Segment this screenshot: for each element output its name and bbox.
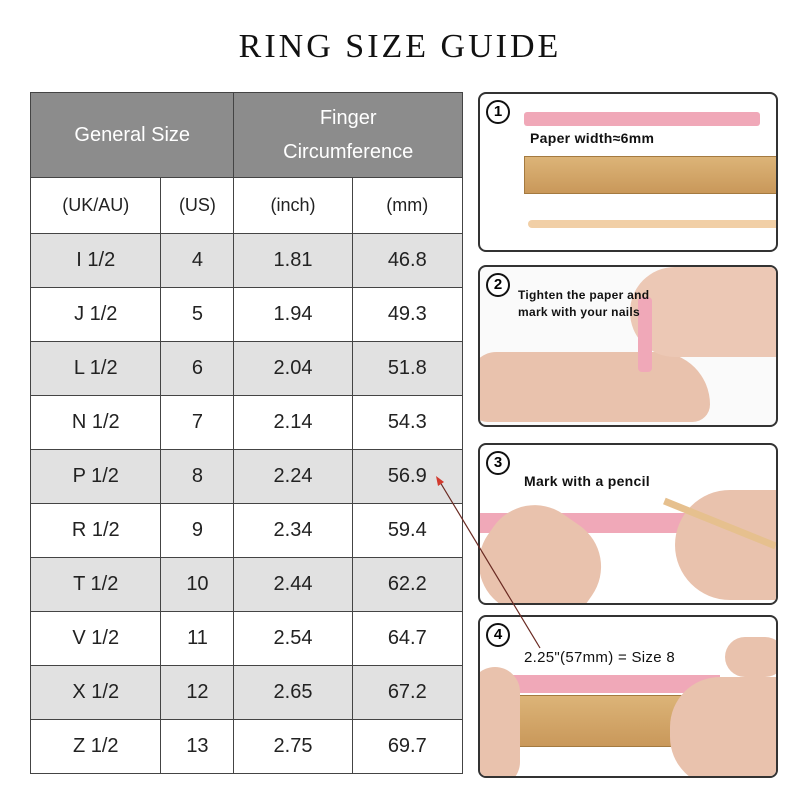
hand-image xyxy=(480,667,520,776)
table-row: P 1/2 8 2.24 56.9 xyxy=(29,449,464,504)
inch-cell: 2.65 xyxy=(233,665,353,720)
inch-cell: 1.81 xyxy=(233,233,353,288)
step-2-panel: 2 Tighten the paper and mark with your na… xyxy=(478,265,778,427)
header-general-size: General Size xyxy=(29,92,235,178)
step-4-panel: 4 2.25"(57mm) = Size 8 xyxy=(478,615,778,778)
ruler-image xyxy=(524,156,776,194)
us-size-cell: 12 xyxy=(160,665,235,720)
table-row: Z 1/2 13 2.75 69.7 xyxy=(29,719,464,774)
us-size-cell: 6 xyxy=(160,341,235,396)
paper-strip xyxy=(510,675,720,693)
mm-cell: 56.9 xyxy=(351,449,464,504)
table-row: J 1/2 5 1.94 49.3 xyxy=(29,287,464,342)
inch-cell: 2.34 xyxy=(233,503,353,558)
uk-size-cell: Z 1/2 xyxy=(29,719,162,774)
step-text: Tighten the paper and mark with your nail… xyxy=(518,288,650,319)
mm-cell: 69.7 xyxy=(351,719,464,774)
table-row: L 1/2 6 2.04 51.8 xyxy=(29,341,464,396)
step-1-panel: 1 Paper width≈6mm xyxy=(478,92,778,252)
hand-image xyxy=(670,677,776,776)
inch-cell: 2.54 xyxy=(233,611,353,666)
us-size-cell: 4 xyxy=(160,233,235,288)
us-size-cell: 10 xyxy=(160,557,235,612)
uk-size-cell: R 1/2 xyxy=(29,503,162,558)
header-finger-circumference: Finger Circumference xyxy=(233,92,463,178)
mm-cell: 62.2 xyxy=(351,557,464,612)
arrow-head-icon xyxy=(436,476,444,486)
step-number: 4 xyxy=(486,623,510,647)
size-table: General Size Finger Circumference (UK/AU)… xyxy=(29,92,464,774)
us-size-cell: 13 xyxy=(160,719,235,774)
mm-cell: 64.7 xyxy=(351,611,464,666)
page-title: RING SIZE GUIDE xyxy=(238,28,562,65)
step-text: 2.25"(57mm) = Size 8 xyxy=(524,649,675,666)
pencil-image xyxy=(528,220,776,228)
step-number: 3 xyxy=(486,451,510,475)
hand-image xyxy=(480,352,710,422)
uk-size-cell: V 1/2 xyxy=(29,611,162,666)
inch-cell: 2.24 xyxy=(233,449,353,504)
table-row: X 1/2 12 2.65 67.2 xyxy=(29,665,464,720)
inch-cell: 1.94 xyxy=(233,287,353,342)
step-3-panel: 3 Mark with a pencil xyxy=(478,443,778,605)
inch-cell: 2.75 xyxy=(233,719,353,774)
mm-cell: 51.8 xyxy=(351,341,464,396)
table-row: I 1/2 4 1.81 46.8 xyxy=(29,233,464,288)
subheader-mm: (mm) xyxy=(351,177,464,234)
paper-strip xyxy=(638,297,652,372)
paper-strip xyxy=(524,112,760,126)
uk-size-cell: X 1/2 xyxy=(29,665,162,720)
uk-size-cell: J 1/2 xyxy=(29,287,162,342)
uk-size-cell: I 1/2 xyxy=(29,233,162,288)
step-text: Paper width≈6mm xyxy=(530,130,655,146)
uk-size-cell: T 1/2 xyxy=(29,557,162,612)
finger-image xyxy=(725,637,776,677)
us-size-cell: 7 xyxy=(160,395,235,450)
step-text: Mark with a pencil xyxy=(524,473,650,489)
us-size-cell: 5 xyxy=(160,287,235,342)
hand-image xyxy=(630,267,776,357)
arrow-line xyxy=(439,481,541,649)
subheader-us: (US) xyxy=(160,177,235,234)
mm-cell: 46.8 xyxy=(351,233,464,288)
table-header: General Size Finger Circumference xyxy=(29,92,463,178)
table-row: V 1/2 11 2.54 64.7 xyxy=(29,611,464,666)
inch-cell: 2.44 xyxy=(233,557,353,612)
subheader-uk: (UK/AU) xyxy=(29,177,162,234)
uk-size-cell: P 1/2 xyxy=(29,449,162,504)
uk-size-cell: L 1/2 xyxy=(29,341,162,396)
us-size-cell: 8 xyxy=(160,449,235,504)
table-subheader: (UK/AU) (US) (inch) (mm) xyxy=(29,177,464,234)
mm-cell: 49.3 xyxy=(351,287,464,342)
step-number: 1 xyxy=(486,100,510,124)
inch-cell: 2.04 xyxy=(233,341,353,396)
mm-cell: 67.2 xyxy=(351,665,464,720)
ruler-image xyxy=(516,695,698,747)
subheader-inch: (inch) xyxy=(233,177,353,234)
table-row: N 1/2 7 2.14 54.3 xyxy=(29,395,464,450)
mm-cell: 59.4 xyxy=(351,503,464,558)
table-row: T 1/2 10 2.44 62.2 xyxy=(29,557,464,612)
step-number: 2 xyxy=(486,273,510,297)
